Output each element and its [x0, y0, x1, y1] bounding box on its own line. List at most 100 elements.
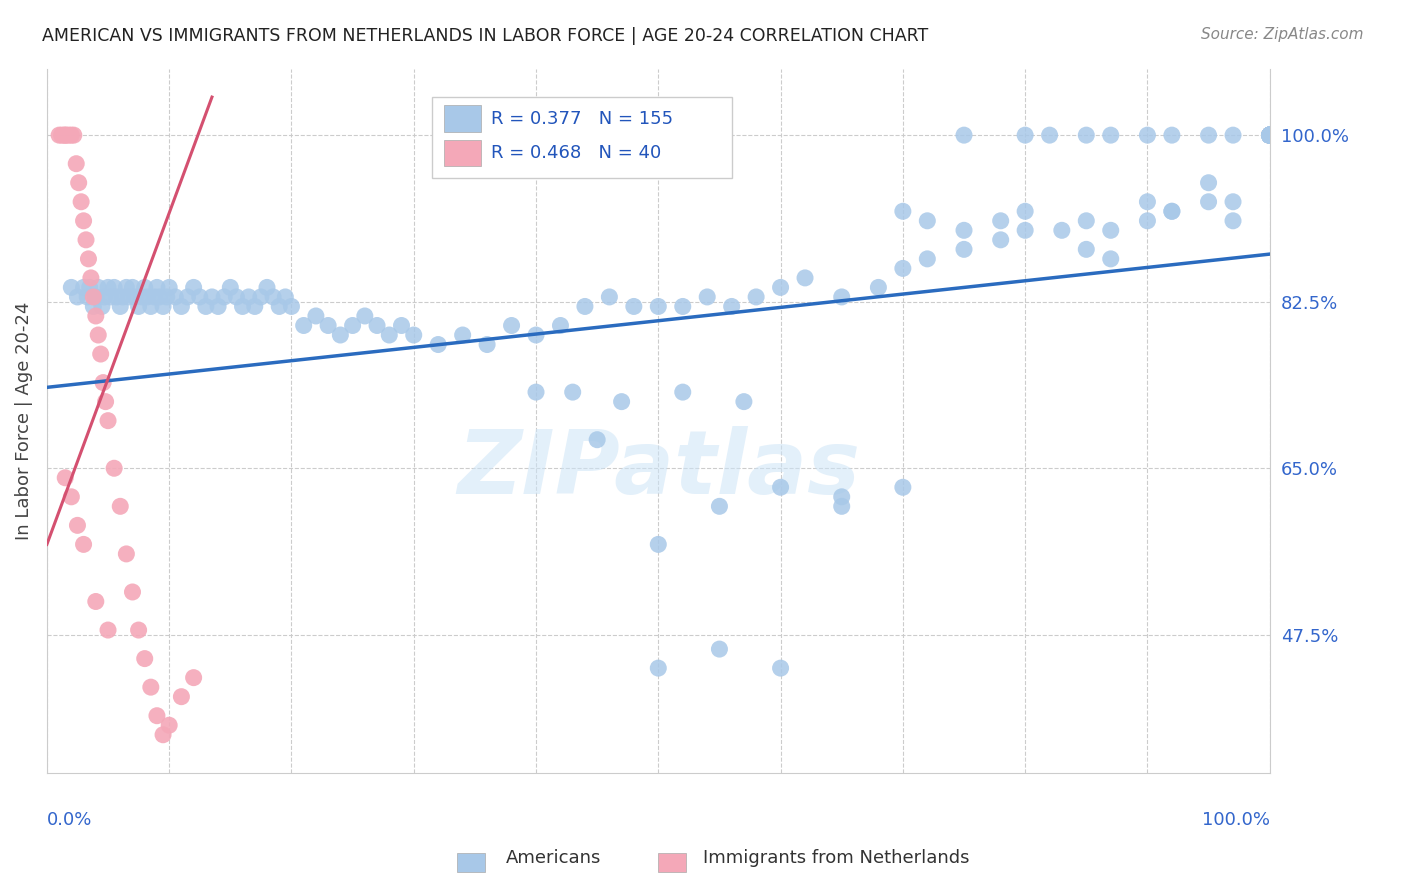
- Point: [720, 300, 742, 314]
- Point: [274, 290, 297, 304]
- Point: [524, 328, 547, 343]
- Point: [152, 728, 174, 742]
- Text: R = 0.377   N = 155: R = 0.377 N = 155: [491, 110, 673, 128]
- Point: [550, 318, 572, 333]
- Point: [66, 290, 89, 304]
- Point: [1099, 223, 1122, 237]
- Point: [51, 128, 73, 143]
- Point: [1258, 128, 1281, 143]
- Point: [91, 376, 114, 390]
- Point: [124, 290, 146, 304]
- Point: [1258, 128, 1281, 143]
- Point: [1258, 128, 1281, 143]
- Point: [1258, 128, 1281, 143]
- Point: [183, 280, 205, 294]
- Point: [292, 318, 315, 333]
- Point: [696, 290, 718, 304]
- Point: [111, 290, 134, 304]
- Point: [262, 290, 284, 304]
- Point: [219, 280, 242, 294]
- Point: [176, 290, 198, 304]
- Y-axis label: In Labor Force | Age 20-24: In Labor Force | Age 20-24: [15, 301, 32, 540]
- Point: [1258, 128, 1281, 143]
- Point: [139, 300, 162, 314]
- Point: [990, 214, 1012, 228]
- Point: [238, 290, 260, 304]
- Point: [1258, 128, 1281, 143]
- Point: [72, 214, 94, 228]
- Point: [84, 309, 107, 323]
- Point: [647, 537, 669, 551]
- Point: [60, 490, 83, 504]
- Point: [70, 194, 93, 209]
- Point: [84, 290, 107, 304]
- Point: [82, 290, 104, 304]
- Point: [1076, 128, 1098, 143]
- Point: [1258, 128, 1281, 143]
- Bar: [658, 853, 686, 872]
- Point: [1258, 128, 1281, 143]
- Point: [1258, 128, 1281, 143]
- Point: [82, 300, 104, 314]
- Point: [121, 280, 143, 294]
- Point: [561, 385, 583, 400]
- Point: [1258, 128, 1281, 143]
- Point: [100, 290, 122, 304]
- Point: [201, 290, 224, 304]
- Point: [118, 290, 141, 304]
- Point: [90, 347, 112, 361]
- Text: AMERICAN VS IMMIGRANTS FROM NETHERLANDS IN LABOR FORCE | AGE 20-24 CORRELATION C: AMERICAN VS IMMIGRANTS FROM NETHERLANDS …: [42, 27, 928, 45]
- Point: [53, 128, 76, 143]
- Point: [1076, 243, 1098, 257]
- Point: [183, 671, 205, 685]
- Point: [953, 128, 976, 143]
- Point: [1258, 128, 1281, 143]
- Point: [953, 223, 976, 237]
- Point: [156, 290, 179, 304]
- Point: [1258, 128, 1281, 143]
- Point: [165, 290, 187, 304]
- Point: [1258, 128, 1281, 143]
- Point: [1076, 214, 1098, 228]
- Point: [1198, 194, 1220, 209]
- Point: [72, 537, 94, 551]
- Point: [232, 300, 254, 314]
- Point: [831, 500, 853, 514]
- Point: [891, 261, 914, 276]
- Point: [586, 433, 609, 447]
- Point: [97, 623, 120, 637]
- Point: [103, 461, 125, 475]
- Point: [769, 280, 792, 294]
- Point: [672, 385, 695, 400]
- Point: [134, 280, 156, 294]
- Text: ZIPatlas: ZIPatlas: [457, 426, 860, 514]
- Point: [250, 290, 273, 304]
- Point: [105, 290, 128, 304]
- Point: [75, 233, 97, 247]
- Point: [115, 280, 138, 294]
- Bar: [457, 853, 485, 872]
- Point: [1258, 128, 1281, 143]
- Point: [598, 290, 620, 304]
- Point: [79, 280, 101, 294]
- Point: [1099, 128, 1122, 143]
- Point: [84, 594, 107, 608]
- Point: [745, 290, 768, 304]
- Point: [1258, 128, 1281, 143]
- Point: [647, 661, 669, 675]
- Point: [128, 300, 150, 314]
- Point: [451, 328, 474, 343]
- Point: [378, 328, 401, 343]
- Point: [77, 252, 100, 266]
- Point: [148, 290, 170, 304]
- Point: [1160, 128, 1182, 143]
- Point: [1258, 128, 1281, 143]
- Point: [1258, 128, 1281, 143]
- Point: [110, 500, 132, 514]
- Point: [225, 290, 247, 304]
- Point: [62, 128, 84, 143]
- Text: Source: ZipAtlas.com: Source: ZipAtlas.com: [1201, 27, 1364, 42]
- Point: [53, 471, 76, 485]
- Point: [97, 414, 120, 428]
- Point: [1222, 128, 1244, 143]
